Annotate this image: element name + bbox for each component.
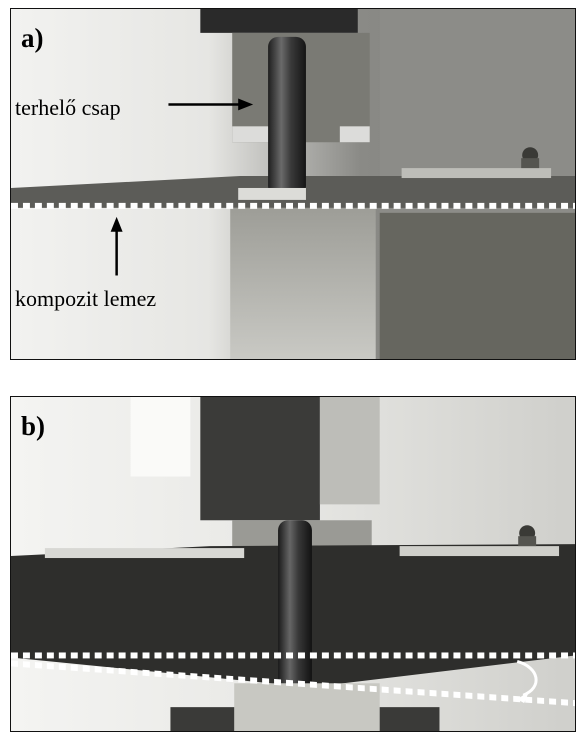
- fixture-left-plate: [130, 397, 191, 477]
- lower-base-left: [170, 707, 235, 731]
- plate-arrowhead: [110, 216, 123, 232]
- plate-reference-line: [11, 202, 575, 209]
- plate-edge-highlight: [401, 168, 552, 179]
- photo-panel-a: a) terhelő csap kompozit lemez: [10, 8, 576, 360]
- composite-plate-label: kompozit lemez: [15, 286, 157, 311]
- support-top-edge: [238, 187, 306, 200]
- background-lower-right: [379, 212, 575, 359]
- upper-fixture-notch-left: [232, 126, 273, 143]
- photo-a-scene: [11, 9, 575, 359]
- bolt-shank: [518, 536, 537, 547]
- lower-support-block: [234, 683, 380, 731]
- plate-edge-left: [44, 548, 245, 559]
- bolt-shank: [521, 158, 540, 169]
- photo-panel-b: b): [10, 396, 576, 732]
- panel-a-label: a): [21, 23, 44, 53]
- fixture-right-plate: [319, 397, 380, 505]
- upper-fixture-block: [200, 397, 320, 521]
- rotation-arrowhead: [517, 691, 530, 704]
- loading-pin-label: terhelő csap: [15, 95, 121, 120]
- upper-fixture-top: [200, 9, 358, 33]
- upper-fixture-notch-right: [339, 126, 370, 143]
- deformed-plate-line: [11, 660, 575, 707]
- panel-b-label: b): [21, 411, 46, 441]
- loading-pin: [268, 36, 306, 196]
- loading-pin: [278, 520, 312, 690]
- original-plate-line: [11, 652, 575, 659]
- plate-edge-right: [399, 546, 560, 557]
- lower-base-right: [379, 707, 440, 731]
- lower-support-block: [230, 207, 376, 359]
- photo-b-scene: [11, 397, 575, 731]
- pin-arrowhead: [238, 98, 254, 111]
